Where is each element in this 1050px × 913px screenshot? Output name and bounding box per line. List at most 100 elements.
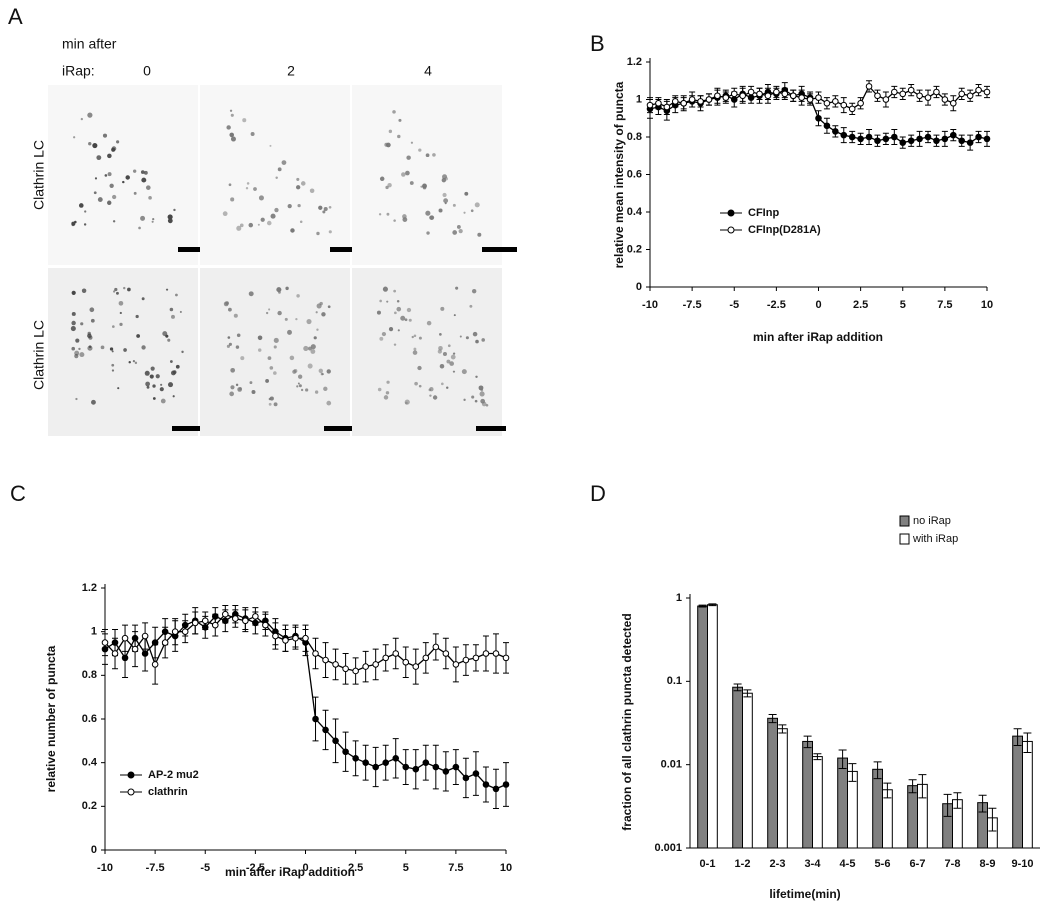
time-label: 0 — [143, 63, 151, 79]
data-point — [452, 661, 460, 668]
punctum — [111, 369, 115, 372]
punctum — [452, 370, 456, 373]
punctum — [140, 170, 145, 174]
punctum — [379, 336, 384, 341]
punctum — [273, 402, 278, 407]
data-point — [171, 628, 179, 635]
panel-label: C — [10, 481, 26, 506]
x-tick-label: 10 — [981, 299, 993, 311]
punctum — [230, 197, 235, 202]
punctum — [388, 129, 393, 134]
data-point — [442, 650, 450, 657]
bar — [847, 770, 858, 849]
punctum — [165, 288, 169, 291]
legend-label: CFInp(D281A) — [748, 224, 821, 236]
punctum — [385, 185, 389, 190]
punctum — [141, 177, 147, 183]
punctum — [478, 385, 484, 391]
punctum — [152, 397, 156, 400]
punctum — [464, 191, 469, 196]
punctum — [452, 230, 458, 235]
data-point — [422, 654, 430, 662]
bar — [812, 756, 823, 849]
legend-label: no iRap — [913, 515, 951, 527]
micrograph — [200, 268, 350, 436]
data-point — [482, 781, 490, 788]
y-tick-label: 0.6 — [82, 713, 97, 725]
data-point — [874, 92, 881, 100]
data-point — [252, 613, 259, 620]
data-point — [482, 650, 490, 657]
punctum — [447, 344, 451, 348]
punctum — [116, 140, 120, 144]
punctum — [452, 352, 456, 355]
punctum — [315, 311, 318, 314]
punctum — [97, 197, 103, 203]
data-point — [823, 122, 831, 130]
error-bar — [883, 782, 892, 799]
punctum — [240, 356, 245, 361]
error-bar — [953, 792, 962, 809]
data-point — [882, 135, 890, 143]
x-tick-label: -7.5 — [146, 862, 165, 874]
punctum — [118, 300, 124, 306]
punctum — [87, 112, 93, 118]
legend-label: with iRap — [912, 533, 958, 545]
data-point — [412, 765, 420, 773]
punctum — [152, 384, 156, 388]
punctum — [412, 350, 418, 355]
punctum — [461, 369, 467, 375]
scale-bar — [482, 247, 517, 252]
punctum — [292, 369, 297, 374]
error-bar — [733, 683, 742, 692]
x-tick-label: 1-2 — [735, 858, 751, 870]
data-point — [832, 128, 839, 135]
punctum — [230, 367, 236, 373]
data-point — [141, 650, 149, 657]
data-point — [502, 781, 510, 788]
data-point — [848, 133, 856, 141]
punctum — [405, 170, 410, 176]
data-point — [705, 96, 713, 103]
punctum — [443, 198, 449, 204]
punctum — [444, 202, 447, 205]
punctum — [111, 363, 115, 367]
punctum — [453, 314, 456, 317]
punctum — [438, 208, 443, 213]
punctum — [81, 288, 87, 293]
y-tick-label: 0.2 — [82, 800, 97, 812]
punctum — [167, 214, 173, 220]
data-point — [655, 99, 662, 107]
punctum — [297, 204, 301, 208]
punctum — [425, 153, 430, 158]
punctum — [439, 363, 445, 369]
punctum — [277, 310, 282, 316]
punctum — [230, 113, 234, 117]
error-bar — [743, 689, 752, 698]
punctum — [96, 155, 102, 161]
y-axis-label: relative number of puncta — [44, 645, 58, 792]
punctum — [377, 387, 382, 392]
legend-label: AP-2 mu2 — [148, 769, 199, 781]
punctum — [144, 370, 150, 376]
punctum — [429, 394, 432, 397]
punctum — [258, 348, 262, 352]
x-tick-label: -10 — [642, 299, 658, 311]
punctum — [235, 345, 240, 349]
punctum — [242, 118, 247, 123]
punctum — [236, 333, 241, 338]
punctum — [463, 211, 466, 214]
punctum — [479, 391, 485, 397]
punctum — [266, 220, 272, 226]
punctum — [300, 388, 304, 392]
data-point — [857, 135, 864, 143]
x-tick-label: -5 — [200, 862, 210, 874]
punctum — [222, 211, 228, 217]
punctum — [112, 220, 116, 223]
punctum — [385, 391, 390, 395]
x-tick-label: -5 — [729, 299, 739, 311]
punctum — [114, 287, 118, 292]
y-tick-label: 0.1 — [667, 675, 682, 687]
punctum — [133, 191, 137, 195]
y-tick-label: 0.001 — [654, 842, 682, 854]
